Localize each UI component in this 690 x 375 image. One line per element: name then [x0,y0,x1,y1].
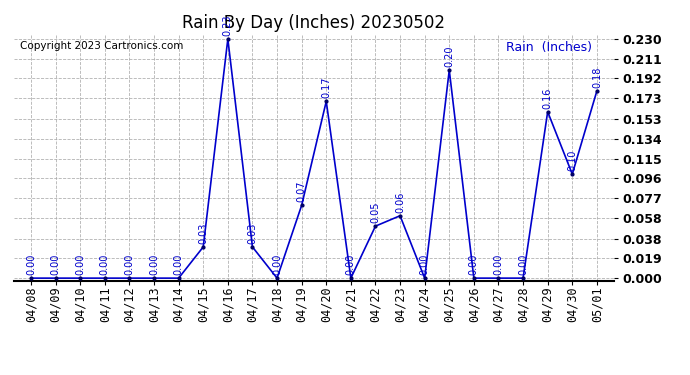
Text: Rain  (Inches): Rain (Inches) [506,41,592,54]
Text: 0.00: 0.00 [469,254,479,275]
Text: 0.03: 0.03 [198,222,208,244]
Text: 0.00: 0.00 [420,254,430,275]
Text: 0.16: 0.16 [542,87,553,109]
Text: 0.00: 0.00 [75,254,86,275]
Text: 0.05: 0.05 [371,201,380,223]
Text: 0.20: 0.20 [444,45,454,67]
Text: 0.06: 0.06 [395,191,405,213]
Text: 0.10: 0.10 [567,150,578,171]
Text: 0.18: 0.18 [592,66,602,88]
Text: 0.03: 0.03 [248,222,257,244]
Text: 0.00: 0.00 [174,254,184,275]
Text: 0.17: 0.17 [322,77,331,98]
Text: 0.00: 0.00 [272,254,282,275]
Text: 0.00: 0.00 [50,254,61,275]
Text: 0.00: 0.00 [493,254,504,275]
Text: 0.00: 0.00 [346,254,356,275]
Text: 0.07: 0.07 [297,181,306,202]
Text: 0.23: 0.23 [223,14,233,36]
Text: 0.00: 0.00 [518,254,528,275]
Text: Copyright 2023 Cartronics.com: Copyright 2023 Cartronics.com [20,41,183,51]
Text: 0.00: 0.00 [149,254,159,275]
Text: 0.00: 0.00 [100,254,110,275]
Title: Rain By Day (Inches) 20230502: Rain By Day (Inches) 20230502 [182,14,446,32]
Text: 0.00: 0.00 [124,254,135,275]
Text: 0.00: 0.00 [26,254,36,275]
